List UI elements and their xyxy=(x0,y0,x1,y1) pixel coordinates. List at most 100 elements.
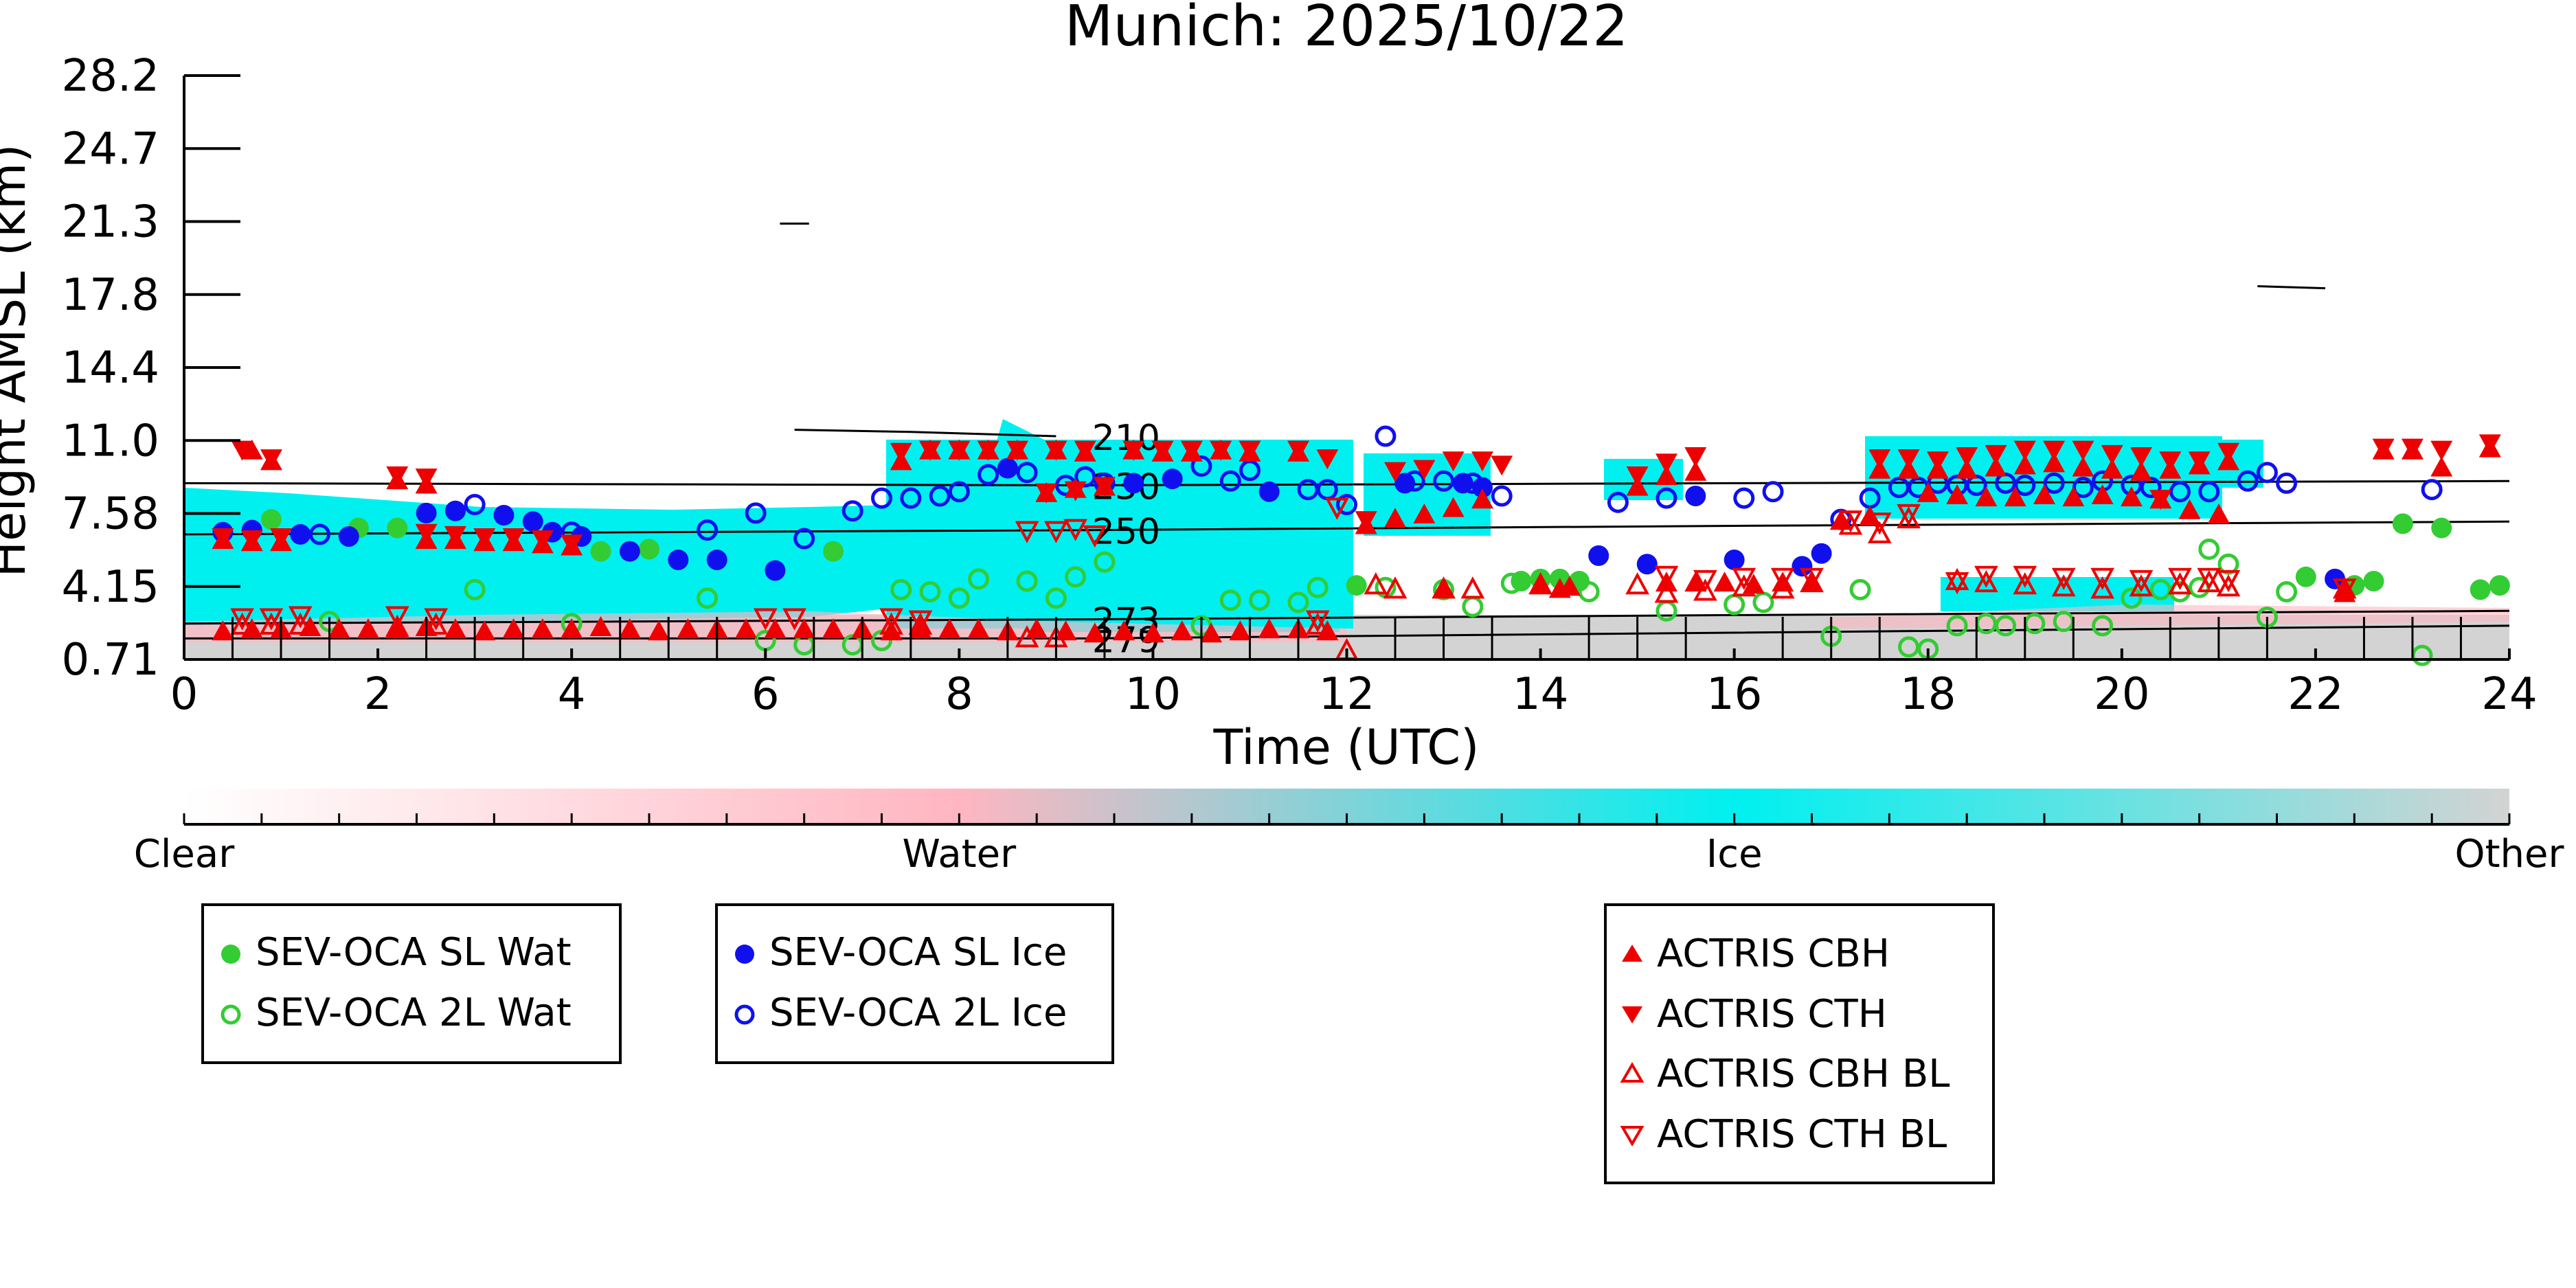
legend-box xyxy=(715,903,1114,1064)
data-point xyxy=(338,526,359,547)
y-tick-label: 28.2 xyxy=(62,51,160,102)
data-point xyxy=(531,530,554,551)
legend-label: SEV-OCA SL Wat xyxy=(256,930,572,975)
data-point xyxy=(668,550,689,571)
data-point xyxy=(1016,462,1038,484)
data-point xyxy=(1035,483,1058,504)
data-point xyxy=(2430,440,2453,461)
data-point xyxy=(1045,587,1067,609)
data-point xyxy=(1015,625,1039,648)
data-point xyxy=(1656,487,1677,509)
data-point xyxy=(2013,565,2037,588)
data-point xyxy=(841,500,863,522)
y-tick-label: 24.7 xyxy=(62,124,160,174)
data-point xyxy=(2401,438,2424,459)
data-point xyxy=(1413,503,1436,523)
data-point xyxy=(2489,575,2510,596)
data-point xyxy=(1346,575,1367,596)
data-point xyxy=(385,614,409,637)
data-point xyxy=(1926,451,1949,472)
data-point xyxy=(1305,610,1330,633)
data-point xyxy=(1171,620,1193,641)
data-point xyxy=(444,618,466,639)
legend-marker xyxy=(221,1004,241,1025)
data-point xyxy=(1607,491,1629,513)
data-point xyxy=(1142,622,1164,643)
colorbar-label: Clear xyxy=(134,832,235,877)
y-tick-label: 11.0 xyxy=(62,416,160,466)
data-point xyxy=(1897,506,1921,529)
data-point xyxy=(2072,440,2094,461)
data-point xyxy=(1838,510,1863,533)
y-tick-label: 17.8 xyxy=(62,270,160,321)
data-point xyxy=(464,493,486,515)
data-point xyxy=(1654,565,1679,588)
data-point xyxy=(2090,576,2114,599)
data-point xyxy=(1500,572,1522,594)
temperature-contour-label: 210 xyxy=(1092,418,1160,459)
data-point xyxy=(1985,444,2007,465)
data-point xyxy=(1588,545,1609,566)
data-point xyxy=(1800,572,1823,592)
data-point xyxy=(1210,440,1232,461)
data-point xyxy=(1811,543,1832,564)
data-point xyxy=(1442,497,1465,517)
data-point xyxy=(1316,620,1339,641)
data-point xyxy=(2051,567,2076,591)
x-tick-label: 18 xyxy=(1900,669,1956,720)
series-actris-cth xyxy=(212,434,2501,555)
data-point xyxy=(2295,566,2316,587)
legend-label: SEV-OCA 2L Ice xyxy=(769,991,1067,1035)
data-point xyxy=(1849,578,1871,600)
data-point xyxy=(561,618,583,639)
data-point xyxy=(948,481,970,503)
data-point xyxy=(308,523,330,545)
data-point xyxy=(1684,447,1707,467)
temperature-contour-line xyxy=(794,429,1057,438)
data-point xyxy=(1113,620,1136,641)
data-point xyxy=(1462,596,1484,618)
data-point xyxy=(1093,477,1116,497)
data-point xyxy=(1045,440,1067,461)
data-point xyxy=(2363,571,2384,592)
data-point xyxy=(1528,572,1552,595)
data-point xyxy=(1229,620,1252,641)
data-point xyxy=(1433,470,1455,492)
data-point xyxy=(2168,567,2192,591)
data-point xyxy=(288,606,313,629)
data-point xyxy=(1491,485,1513,507)
data-point xyxy=(706,550,727,571)
data-point xyxy=(2478,434,2501,455)
data-point xyxy=(2216,574,2241,597)
data-point xyxy=(2217,553,2239,575)
data-point xyxy=(1094,551,1116,573)
data-point xyxy=(2207,503,2230,523)
data-point xyxy=(1383,576,1408,599)
data-point xyxy=(387,517,408,539)
data-point xyxy=(1975,486,1998,507)
data-point xyxy=(357,618,379,639)
x-tick-label: 12 xyxy=(1319,669,1375,720)
legend-marker xyxy=(734,1004,755,1025)
data-point xyxy=(2392,513,2413,534)
temperature-contour-line xyxy=(2257,285,2326,290)
data-point xyxy=(1258,618,1280,639)
data-point xyxy=(1307,576,1329,598)
data-point xyxy=(1868,449,1891,470)
y-tick-label: 21.3 xyxy=(62,197,160,248)
data-point xyxy=(1325,497,1349,520)
data-point xyxy=(2169,481,2191,503)
data-point xyxy=(231,440,253,461)
data-point xyxy=(1122,440,1145,461)
data-point xyxy=(2072,477,2094,499)
data-point xyxy=(1724,550,1745,571)
temperature-contour-line xyxy=(183,520,2510,536)
data-point xyxy=(677,618,699,639)
data-point xyxy=(2014,474,2036,496)
data-point xyxy=(464,578,486,600)
data-point xyxy=(1529,574,1552,594)
data-point xyxy=(415,468,438,489)
data-point xyxy=(764,618,787,639)
legend-label: ACTRIS CBH xyxy=(1657,931,1890,976)
